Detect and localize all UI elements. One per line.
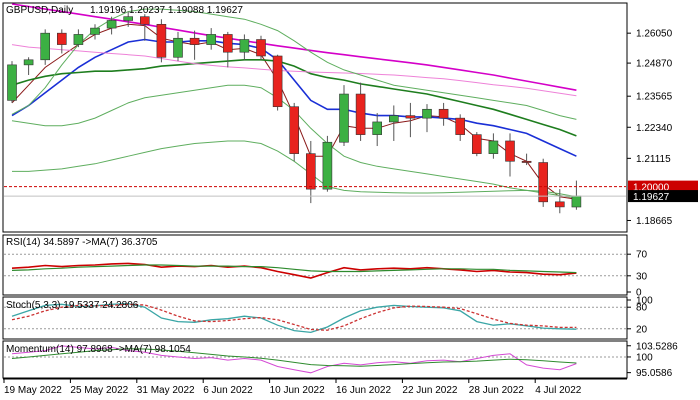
price-line-7-band_green bbox=[12, 140, 577, 198]
current-price-tag: 1.19627 bbox=[628, 190, 698, 203]
price-y-tick-label-5: 1.18665 bbox=[636, 216, 673, 227]
candle-body-31 bbox=[521, 160, 532, 163]
candle-body-16 bbox=[272, 55, 283, 108]
rsi-series-1 bbox=[11, 264, 577, 274]
price-y-tick-label-1: 1.24870 bbox=[636, 59, 673, 70]
momentum-pane: Momentum(14) 97.8968 ->MA(7) 98.1054 103… bbox=[2, 340, 678, 379]
x-tick-label-7: 28 Jun 2022 bbox=[469, 385, 524, 396]
stoch-y-tick-label-0: 100 bbox=[636, 296, 653, 307]
rsi-pane: RSI(14) 34.5897 ->MA(7) 36.3705 70 30 0 bbox=[2, 234, 648, 299]
price-line-4-ma_pink bbox=[11, 44, 577, 97]
candle-body-24 bbox=[405, 115, 416, 119]
date-x-axis: 19 May 2022 25 May 2022 31 May 2022 6 Jun 2… bbox=[3, 378, 627, 396]
candle-body-0 bbox=[7, 64, 17, 101]
candle-body-11 bbox=[189, 37, 200, 45]
price-indicator-lines bbox=[11, 3, 577, 200]
candle-body-13 bbox=[223, 34, 233, 53]
candle-body-25 bbox=[422, 108, 432, 119]
candle-body-20 bbox=[339, 93, 349, 143]
momentum-title: Momentum(14) 97.8968 ->MA(7) 98.1054 bbox=[6, 344, 191, 355]
x-tick-label-6: 22 Jun 2022 bbox=[402, 385, 457, 396]
candle-body-34 bbox=[571, 195, 582, 208]
price-pane: GBPUSD,Daily 1.19196 1.20237 1.19088 1.1… bbox=[2, 2, 698, 233]
level-price-tag: 1.20000 bbox=[628, 180, 698, 194]
candle-body-17 bbox=[289, 106, 300, 154]
candle-body-29 bbox=[488, 140, 499, 154]
stoch-series-0 bbox=[11, 302, 577, 334]
stoch-pane-frame bbox=[2, 296, 628, 340]
momentum-series-1 bbox=[11, 348, 577, 367]
x-tick-label-4: 10 Jun 2022 bbox=[270, 385, 325, 396]
level-price-tag-label: 1.20000 bbox=[633, 183, 670, 194]
candle-body-10 bbox=[173, 37, 183, 58]
price-y-tick-label-0: 1.26050 bbox=[636, 29, 673, 40]
x-tick-label-1: 25 May 2022 bbox=[70, 385, 128, 396]
level-price-tag-bg bbox=[628, 180, 698, 193]
rsi-y-tick-label-0: 70 bbox=[636, 250, 648, 261]
candle-body-27 bbox=[455, 117, 466, 135]
price-line-3-ma_magenta bbox=[11, 3, 577, 91]
current-price-tag-bg bbox=[628, 190, 698, 203]
candle-body-26 bbox=[438, 108, 449, 119]
candle-body-3 bbox=[56, 32, 67, 45]
price-candles bbox=[7, 11, 582, 214]
candle-body-14 bbox=[239, 39, 250, 53]
candle-body-30 bbox=[505, 140, 515, 162]
x-tick-label-8: 4 Jul 2022 bbox=[535, 385, 582, 396]
candle-body-33 bbox=[554, 201, 565, 208]
candle-body-22 bbox=[372, 121, 383, 135]
price-y-axis: 1.26050 1.24870 1.23565 1.22340 1.21115 1.186… bbox=[627, 29, 673, 227]
current-price-tag-label: 1.19627 bbox=[633, 192, 670, 203]
stoch-series-lines bbox=[11, 302, 577, 334]
rsi-y-axis: 70 30 0 bbox=[627, 250, 648, 299]
momentum-series-lines bbox=[11, 345, 577, 374]
candle-body-19 bbox=[322, 141, 333, 190]
x-tick-label-5: 16 Jun 2022 bbox=[336, 385, 391, 396]
rsi-title: RSI(14) 34.5897 ->MA(7) 36.3705 bbox=[6, 237, 158, 248]
candle-body-4 bbox=[73, 34, 84, 45]
rsi-series-0 bbox=[11, 262, 577, 279]
candle-body-1 bbox=[23, 59, 34, 66]
candle-body-9 bbox=[156, 23, 167, 58]
price-line-1-ema_blue bbox=[11, 38, 577, 157]
candle-body-12 bbox=[206, 34, 216, 45]
candle-body-15 bbox=[256, 39, 266, 57]
candle-body-2 bbox=[40, 32, 51, 61]
chart-ohlc-values: 1.19196 1.20237 1.19088 1.19627 bbox=[90, 5, 243, 16]
candle-body-21 bbox=[355, 93, 366, 135]
candle-body-28 bbox=[471, 134, 482, 154]
x-tick-label-2: 31 May 2022 bbox=[137, 385, 195, 396]
candle-body-18 bbox=[305, 153, 316, 190]
rsi-y-tick-label-2: 0 bbox=[636, 288, 642, 299]
stoch-series-1 bbox=[11, 303, 577, 331]
stoch-title: Stoch(5,3,3) 19.5337 24.2806 bbox=[6, 300, 139, 311]
chart-symbol-title: GBPUSD,Daily bbox=[6, 5, 73, 16]
momentum-y-tick-label-0: 103.5286 bbox=[636, 341, 678, 352]
momentum-y-tick-label-2: 95.0586 bbox=[636, 368, 673, 379]
rsi-y-tick-label-1: 30 bbox=[636, 271, 648, 282]
candle-body-23 bbox=[388, 115, 399, 123]
stoch-y-tick-label-2: 20 bbox=[636, 324, 648, 335]
price-y-tick-label-4: 1.21115 bbox=[636, 154, 671, 165]
rsi-series-lines bbox=[11, 262, 577, 279]
momentum-y-tick-label-1: 100 bbox=[636, 352, 653, 363]
candle-body-32 bbox=[538, 162, 549, 203]
stoch-y-tick-label-1: 80 bbox=[636, 303, 648, 314]
candle-body-5 bbox=[90, 27, 100, 35]
candle-body-6 bbox=[106, 20, 117, 29]
momentum-series-0 bbox=[11, 345, 577, 374]
candle-body-7 bbox=[123, 16, 133, 21]
price-y-tick-label-3: 1.22340 bbox=[636, 123, 673, 134]
x-tick-label-3: 6 Jun 2022 bbox=[203, 385, 253, 396]
candle-body-8 bbox=[140, 16, 150, 25]
x-tick-label-0: 19 May 2022 bbox=[4, 385, 62, 396]
price-y-tick-label-2: 1.23565 bbox=[636, 92, 673, 103]
price-line-2-ema_green bbox=[11, 58, 577, 137]
price-line-5-band_green bbox=[11, 8, 577, 120]
